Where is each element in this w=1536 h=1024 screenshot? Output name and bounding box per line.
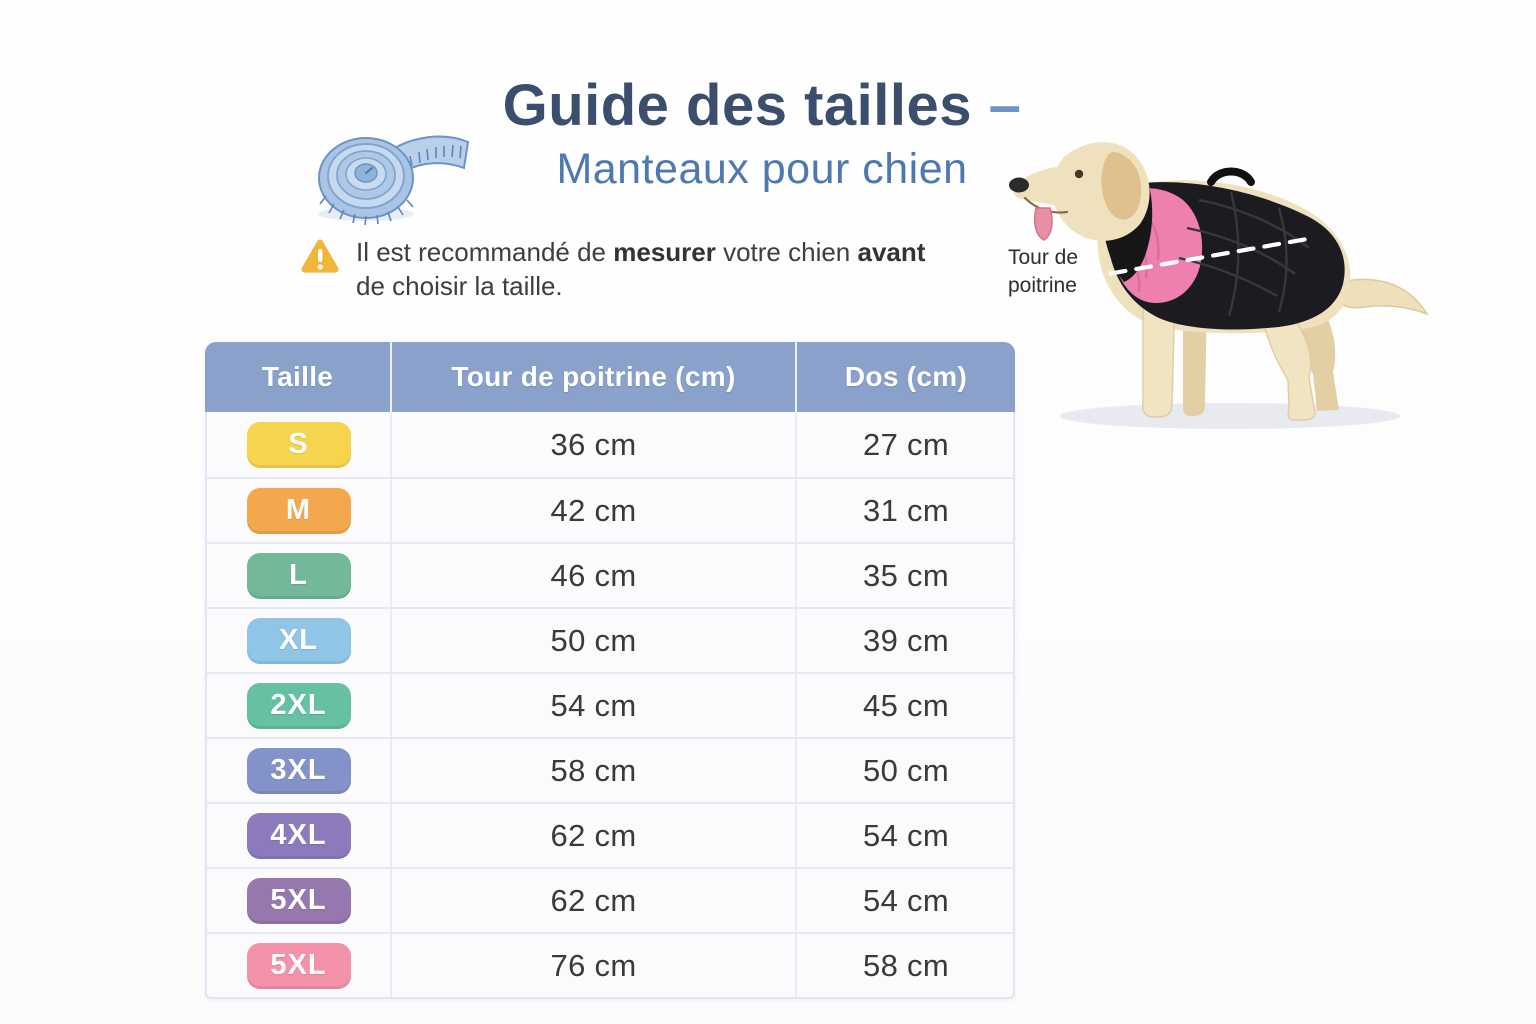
title-text: Guide des tailles: [502, 73, 973, 138]
table-row: L 46 cm 35 cm: [207, 542, 1013, 607]
chest-value: 36 cm: [390, 412, 795, 477]
back-value: 54 cm: [795, 869, 1015, 932]
table-row: 4XL 62 cm 54 cm: [207, 802, 1013, 867]
chest-value: 54 cm: [390, 674, 795, 737]
warning-text-bold-avant: avant: [857, 237, 926, 267]
chest-measure-label: Tour de poitrine: [1008, 244, 1078, 301]
warning-note: Il est recommandé de mesurer votre chien…: [300, 236, 960, 304]
table-row: M 42 cm 31 cm: [207, 477, 1013, 542]
header-tour-de-poitrine: Tour de poitrine (cm): [390, 342, 795, 412]
size-badge: 2XL: [246, 682, 351, 729]
warning-text-mid: votre chien: [715, 237, 858, 267]
warning-text-bold-mesurer: mesurer: [613, 237, 716, 267]
page-title: Guide des tailles –: [392, 73, 1132, 138]
back-value: 35 cm: [795, 544, 1015, 607]
back-value: 27 cm: [795, 412, 1015, 477]
back-value: 54 cm: [795, 804, 1015, 867]
back-value: 50 cm: [795, 739, 1015, 802]
table-row: 2XL 54 cm 45 cm: [207, 672, 1013, 737]
warning-text-post: de choisir la taille.: [356, 270, 563, 301]
size-badge: M: [246, 487, 351, 534]
back-value: 39 cm: [795, 609, 1015, 672]
table-row: S 36 cm 27 cm: [207, 412, 1013, 477]
dog-coat-illustration: [995, 126, 1445, 434]
size-badge: L: [246, 552, 351, 599]
page-title-block: Guide des tailles – Manteaux pour chien: [392, 73, 1132, 194]
size-badge: 5XL: [246, 877, 351, 924]
table-row: 5XL 76 cm 58 cm: [207, 932, 1013, 997]
warning-triangle-icon: [300, 238, 340, 279]
warning-text: Il est recommandé de mesurer votre chien…: [356, 236, 956, 304]
size-badge: S: [246, 421, 351, 468]
chest-value: 62 cm: [390, 869, 795, 932]
size-badge: XL: [246, 617, 351, 664]
table-body: S 36 cm 27 cm M 42 cm 31 cm L 46 cm 35 c…: [205, 412, 1015, 999]
chest-value: 76 cm: [390, 934, 795, 997]
header-taille: Taille: [261, 361, 334, 392]
measuring-tape-icon: [308, 126, 478, 226]
size-badge: 4XL: [246, 812, 351, 859]
chest-measure-label-line1: Tour de: [1008, 246, 1079, 269]
table-row: 5XL 62 cm 54 cm: [207, 867, 1013, 932]
page-subtitle: Manteaux pour chien: [556, 144, 968, 193]
chest-value: 50 cm: [390, 609, 795, 672]
table-row: XL 50 cm 39 cm: [207, 607, 1013, 672]
back-value: 58 cm: [795, 934, 1015, 997]
back-value: 45 cm: [795, 674, 1015, 737]
chest-value: 58 cm: [390, 739, 795, 802]
title-dash: –: [988, 73, 1022, 138]
size-badge: 5XL: [246, 942, 351, 989]
table-header-row: Taille Tour de poitrine (cm) Dos (cm): [205, 342, 1015, 412]
chest-value: 46 cm: [390, 544, 795, 607]
chest-value: 42 cm: [390, 479, 795, 542]
table-row: 3XL 58 cm 50 cm: [207, 737, 1013, 802]
size-badge: 3XL: [246, 747, 351, 794]
warning-text-pre: Il est recommandé de: [356, 237, 614, 267]
size-table: Taille Tour de poitrine (cm) Dos (cm) S …: [205, 342, 1015, 999]
chest-value: 62 cm: [390, 804, 795, 867]
header-dos: Dos (cm): [795, 342, 1015, 412]
back-value: 31 cm: [795, 479, 1015, 542]
chest-measure-label-line2: poitrine: [1008, 274, 1077, 298]
